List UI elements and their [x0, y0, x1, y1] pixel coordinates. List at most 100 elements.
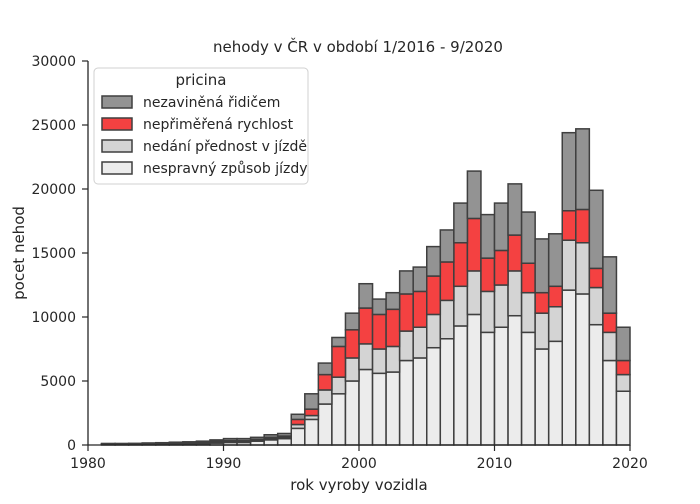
bar-nedani-2010 — [495, 285, 509, 327]
bar-nezavinena-1985 — [156, 443, 170, 444]
y-tick-label: 20000 — [31, 182, 76, 198]
bar-nespravny-2001 — [373, 373, 387, 445]
bar-neprimerena-2017 — [589, 268, 603, 287]
x-tick-label: 2020 — [612, 456, 648, 472]
bar-nespravny-2000 — [359, 369, 373, 445]
bar-nezavinena-2003 — [400, 271, 414, 294]
bar-neprimerena-1996 — [305, 409, 319, 415]
bar-nezavinena-1995 — [291, 414, 305, 419]
bar-nedani-2013 — [535, 313, 549, 349]
bar-nezavinena-2007 — [454, 203, 468, 243]
bar-nedani-2002 — [386, 346, 400, 372]
bar-nedani-2016 — [576, 243, 590, 294]
bar-nespravny-1997 — [318, 404, 332, 445]
bar-nezavinena-1997 — [318, 363, 332, 375]
bar-nespravny-2010 — [495, 327, 509, 445]
bar-neprimerena-2007 — [454, 243, 468, 287]
bar-neprimerena-2005 — [427, 276, 441, 314]
bar-nezavinena-2013 — [535, 239, 549, 293]
bar-nezavinena-2001 — [373, 299, 387, 314]
bar-nedani-2009 — [481, 291, 495, 332]
bar-nespravny-2015 — [562, 290, 576, 445]
bar-nezavinena-2006 — [440, 230, 454, 262]
y-axis-title: pocet nehod — [10, 206, 28, 300]
legend-label-nespravny: nespravný způsob jízdy — [143, 161, 308, 177]
bar-nedani-2017 — [589, 288, 603, 325]
bar-nezavinena-2008 — [467, 171, 481, 218]
bar-nespravny-2019 — [616, 391, 630, 445]
x-tick-label: 2010 — [477, 456, 513, 472]
bar-nedani-2018 — [603, 332, 617, 360]
bar-nedani-1998 — [332, 377, 346, 394]
bar-nezavinena-2019 — [616, 327, 630, 360]
bar-nespravny-2016 — [576, 294, 590, 445]
bar-neprimerena-2003 — [400, 294, 414, 331]
bar-nezavinena-2018 — [603, 257, 617, 313]
bar-neprimerena-2002 — [386, 309, 400, 346]
x-tick-label: 2000 — [341, 456, 377, 472]
bar-nezavinena-1988 — [196, 441, 210, 442]
bar-nezavinena-1989 — [210, 440, 224, 441]
legend-swatch-nezavinena — [102, 96, 132, 108]
bar-nedani-2003 — [400, 331, 414, 360]
bar-nezavinena-1986 — [169, 442, 183, 443]
bar-nespravny-2017 — [589, 325, 603, 445]
bar-neprimerena-2008 — [467, 218, 481, 270]
bar-neprimerena-2014 — [549, 286, 563, 306]
bar-nedani-2006 — [440, 300, 454, 338]
bar-nezavinena-1993 — [264, 435, 278, 438]
bar-nespravny-1995 — [291, 428, 305, 445]
bar-nespravny-1996 — [305, 419, 319, 445]
y-tick-label: 0 — [67, 438, 76, 454]
bar-neprimerena-1999 — [345, 330, 359, 358]
y-tick-label: 15000 — [31, 246, 76, 262]
bar-neprimerena-2004 — [413, 291, 427, 327]
bar-nezavinena-2005 — [427, 247, 441, 276]
bar-nespravny-2018 — [603, 361, 617, 445]
bar-nespravny-2013 — [535, 349, 549, 445]
bar-neprimerena-2019 — [616, 361, 630, 375]
bar-nezavinena-2009 — [481, 215, 495, 259]
bar-neprimerena-2015 — [562, 211, 576, 240]
chart-title: nehody v ČR v období 1/2016 - 9/2020 — [213, 37, 503, 56]
bar-nezavinena-2016 — [576, 129, 590, 210]
bar-nezavinena-1999 — [345, 313, 359, 330]
bar-nespravny-1993 — [264, 440, 278, 445]
bar-neprimerena-1997 — [318, 375, 332, 390]
bar-neprimerena-2012 — [522, 263, 536, 292]
bar-nedani-2000 — [359, 344, 373, 370]
bar-nespravny-1998 — [332, 394, 346, 445]
x-tick-label: 1990 — [206, 456, 242, 472]
bar-nedani-2005 — [427, 314, 441, 347]
y-tick-label: 30000 — [31, 54, 76, 70]
bar-nezavinena-2014 — [549, 234, 563, 286]
bar-neprimerena-2016 — [576, 209, 590, 242]
bar-neprimerena-1998 — [332, 346, 346, 377]
x-axis-title: rok vyroby vozidla — [290, 476, 427, 494]
bar-nedani-2019 — [616, 375, 630, 392]
bar-nespravny-1994 — [278, 439, 292, 445]
bar-nezavinena-1992 — [251, 437, 265, 439]
bar-nedani-2012 — [522, 293, 536, 333]
bar-nezavinena-1998 — [332, 337, 346, 346]
bar-nespravny-2011 — [508, 316, 522, 445]
bar-neprimerena-2000 — [359, 308, 373, 344]
bar-neprimerena-1995 — [291, 419, 305, 424]
y-tick-label: 10000 — [31, 310, 76, 326]
y-tick-label: 5000 — [40, 374, 76, 390]
legend-label-nedani: nedání přednost v jízdě — [143, 139, 307, 155]
y-tick-label: 25000 — [31, 118, 76, 134]
bar-nezavinena-1996 — [305, 394, 319, 409]
bar-nedani-2004 — [413, 327, 427, 358]
bar-neprimerena-2018 — [603, 313, 617, 332]
bar-nedani-2007 — [454, 286, 468, 326]
bar-nespravny-2006 — [440, 339, 454, 445]
bar-nezavinena-1990 — [224, 439, 238, 441]
legend-label-neprimerena: nepřiměřená rychlost — [143, 117, 294, 133]
bar-nedani-2014 — [549, 307, 563, 342]
bar-neprimerena-2006 — [440, 262, 454, 300]
